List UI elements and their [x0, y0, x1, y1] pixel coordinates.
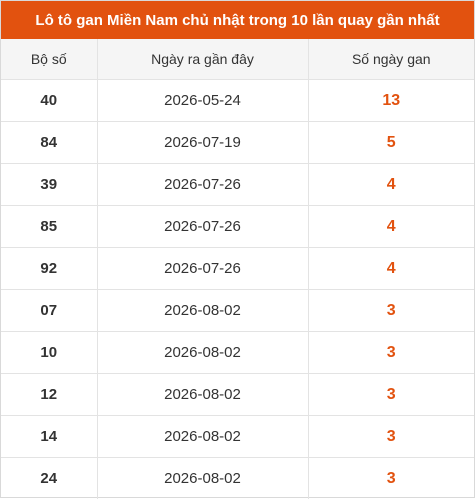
table-cell: 2026-05-24: [97, 80, 308, 122]
table-cell: 3: [308, 290, 474, 332]
title: Lô tô gan Miền Nam chủ nhật trong 10 lần…: [1, 1, 474, 39]
table-cell: 84: [1, 122, 97, 164]
table-cell: 85: [1, 206, 97, 248]
table-cell: 2026-08-02: [97, 374, 308, 416]
table-cell: 3: [308, 332, 474, 374]
table-cell: 13: [308, 80, 474, 122]
table-cell: 92: [1, 248, 97, 290]
table-cell: 2026-07-26: [97, 206, 308, 248]
table-cell: 39: [1, 164, 97, 206]
column-header: Bộ số: [1, 39, 97, 80]
table-cell: 3: [308, 458, 474, 499]
table-cell: 3: [308, 416, 474, 458]
table-cell: 4: [308, 164, 474, 206]
table-cell: 12: [1, 374, 97, 416]
column-header: Ngày ra gần đây: [97, 39, 308, 80]
table-cell: 40: [1, 80, 97, 122]
table-cell: 2026-08-02: [97, 416, 308, 458]
table-cell: 14: [1, 416, 97, 458]
table-cell: 2026-07-26: [97, 164, 308, 206]
table-cell: 2026-07-26: [97, 248, 308, 290]
table-cell: 07: [1, 290, 97, 332]
table-cell: 4: [308, 206, 474, 248]
table-cell: 2026-08-02: [97, 290, 308, 332]
table-cell: 10: [1, 332, 97, 374]
table-cell: 5: [308, 122, 474, 164]
table-cell: 2026-08-02: [97, 332, 308, 374]
table-cell: 3: [308, 374, 474, 416]
column-header: Số ngày gan: [308, 39, 474, 80]
table-cell: 24: [1, 458, 97, 499]
table-cell: 2026-07-19: [97, 122, 308, 164]
table-cell: 4: [308, 248, 474, 290]
table-cell: 2026-08-02: [97, 458, 308, 499]
